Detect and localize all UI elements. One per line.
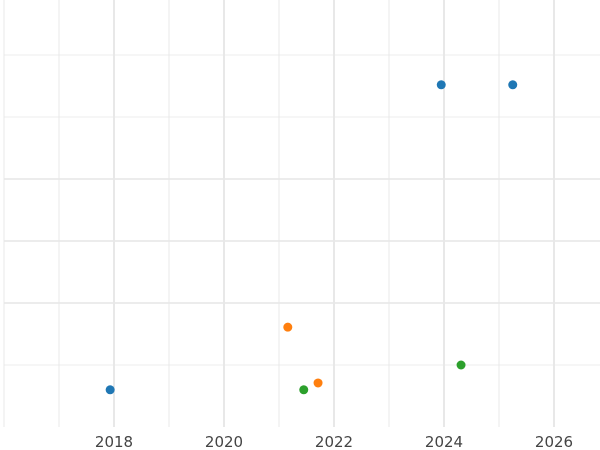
x-tick-label: 2018 [95,433,133,450]
data-point-series-2 [313,378,323,388]
data-point-series-3 [299,385,309,395]
grid [3,0,600,427]
x-axis-ticks: 2018 2020 2022 2024 2026 [95,433,573,450]
data-point-series-2 [283,322,293,332]
data-point-series-1 [508,80,518,90]
x-tick-label: 2024 [425,433,463,450]
x-tick-label: 2022 [315,433,353,450]
x-tick-label: 2020 [205,433,243,450]
data-point-series-3 [456,360,466,370]
data-points [105,80,518,395]
data-point-series-1 [105,385,115,395]
x-tick-label: 2026 [535,433,573,450]
data-point-series-1 [436,80,446,90]
